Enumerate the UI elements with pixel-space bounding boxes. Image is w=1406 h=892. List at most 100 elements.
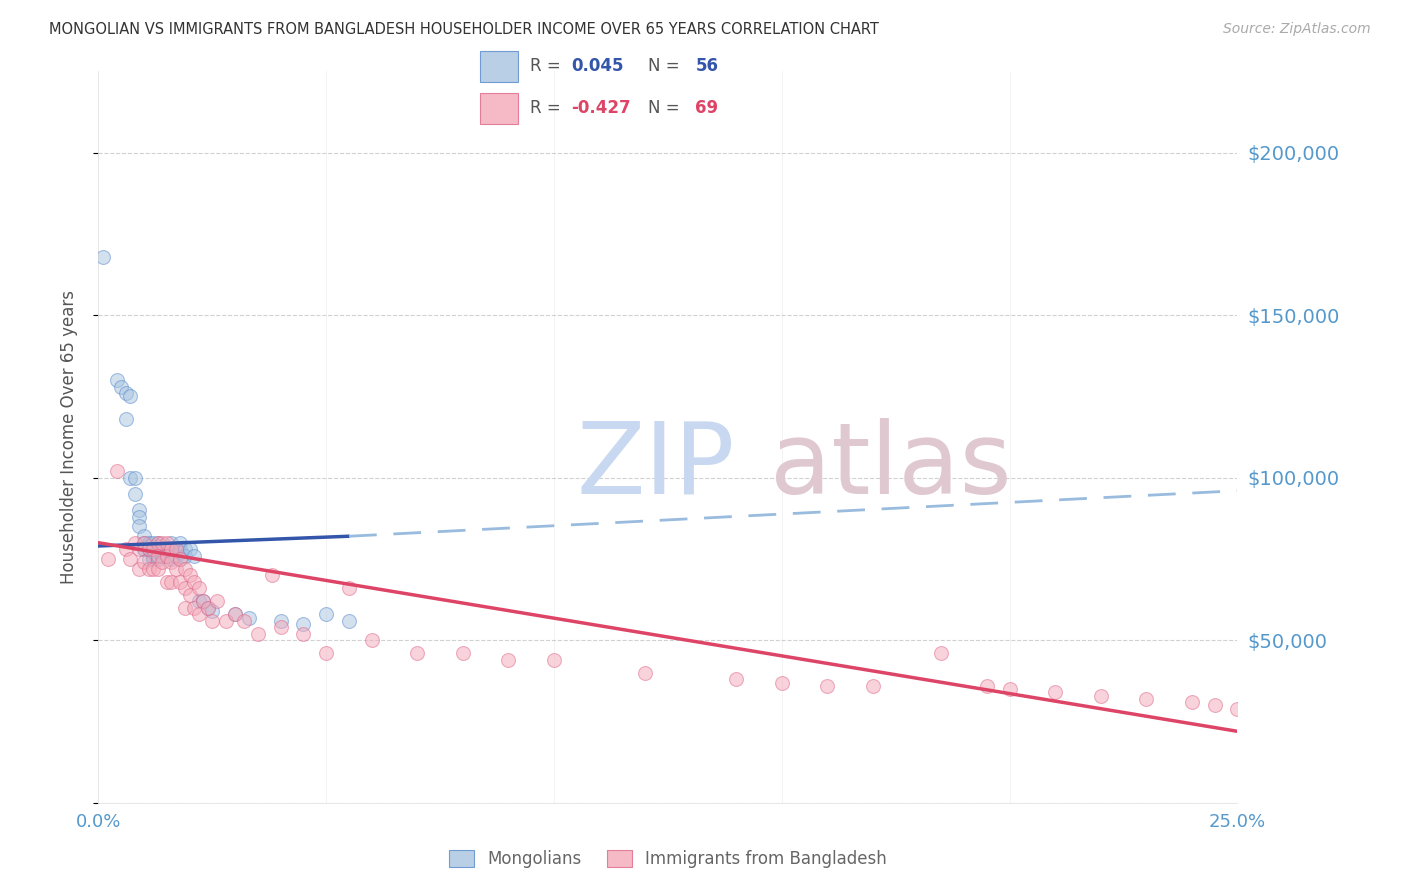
Point — [270, 614, 292, 628]
Point — [315, 607, 337, 622]
Point — [124, 487, 146, 501]
Point — [183, 574, 205, 589]
Point — [132, 542, 155, 557]
Point — [110, 380, 132, 394]
Point — [146, 562, 169, 576]
Point — [142, 542, 165, 557]
Point — [215, 614, 238, 628]
Point — [451, 646, 474, 660]
Point — [179, 542, 201, 557]
Text: R =: R = — [530, 57, 561, 75]
Point — [770, 675, 793, 690]
Point — [128, 542, 150, 557]
Point — [406, 646, 429, 660]
Point — [138, 542, 160, 557]
Text: 69: 69 — [696, 99, 718, 117]
Point — [315, 646, 337, 660]
Point — [174, 542, 197, 557]
Point — [174, 581, 197, 595]
Point — [169, 574, 191, 589]
Point — [132, 555, 155, 569]
Point — [169, 552, 191, 566]
Point — [160, 535, 183, 549]
Point — [138, 535, 160, 549]
Point — [146, 539, 169, 553]
Point — [165, 542, 187, 557]
Point — [150, 535, 173, 549]
Point — [179, 588, 201, 602]
Point — [360, 633, 382, 648]
Point — [132, 542, 155, 557]
Point — [160, 555, 183, 569]
Point — [142, 552, 165, 566]
Point — [498, 653, 520, 667]
Point — [197, 600, 219, 615]
Text: R =: R = — [530, 99, 561, 117]
Point — [105, 373, 128, 387]
Point — [120, 552, 142, 566]
Point — [169, 542, 191, 557]
Point — [156, 542, 179, 557]
Point — [193, 594, 215, 608]
Text: MONGOLIAN VS IMMIGRANTS FROM BANGLADESH HOUSEHOLDER INCOME OVER 65 YEARS CORRELA: MONGOLIAN VS IMMIGRANTS FROM BANGLADESH … — [49, 22, 879, 37]
Text: ZIP: ZIP — [576, 417, 735, 515]
Point — [156, 574, 179, 589]
Point — [169, 545, 191, 559]
Point — [169, 535, 191, 549]
Point — [815, 679, 838, 693]
Point — [146, 545, 169, 559]
Point — [1204, 698, 1226, 713]
Point — [337, 581, 360, 595]
Point — [150, 549, 173, 563]
Point — [233, 614, 256, 628]
Point — [634, 665, 657, 680]
Point — [138, 542, 160, 557]
Point — [1043, 685, 1066, 699]
Point — [146, 549, 169, 563]
Point — [96, 552, 118, 566]
Point — [187, 594, 209, 608]
Point — [201, 614, 224, 628]
Text: atlas: atlas — [770, 417, 1012, 515]
Point — [128, 509, 150, 524]
Point — [187, 607, 209, 622]
Point — [128, 503, 150, 517]
Point — [174, 600, 197, 615]
Point — [337, 614, 360, 628]
Point — [174, 562, 197, 576]
Point — [543, 653, 565, 667]
Point — [165, 549, 187, 563]
Point — [197, 600, 219, 615]
Point — [224, 607, 246, 622]
Point — [183, 549, 205, 563]
Text: 0.045: 0.045 — [571, 57, 624, 75]
Point — [260, 568, 283, 582]
Point — [998, 681, 1021, 696]
Point — [187, 581, 209, 595]
Point — [132, 529, 155, 543]
Point — [1226, 701, 1249, 715]
Point — [138, 552, 160, 566]
Point — [156, 535, 179, 549]
Point — [128, 562, 150, 576]
Point — [862, 679, 884, 693]
Point — [160, 552, 183, 566]
Point — [120, 389, 142, 403]
Point — [142, 549, 165, 563]
Point — [201, 604, 224, 618]
Point — [160, 542, 183, 557]
Point — [929, 646, 952, 660]
Point — [132, 535, 155, 549]
Point — [174, 549, 197, 563]
Point — [91, 250, 114, 264]
Point — [124, 535, 146, 549]
Point — [270, 620, 292, 634]
FancyBboxPatch shape — [479, 93, 519, 124]
Point — [179, 568, 201, 582]
Point — [150, 545, 173, 559]
Point — [193, 594, 215, 608]
Point — [146, 552, 169, 566]
Point — [165, 542, 187, 557]
Point — [160, 574, 183, 589]
Point — [238, 610, 260, 624]
